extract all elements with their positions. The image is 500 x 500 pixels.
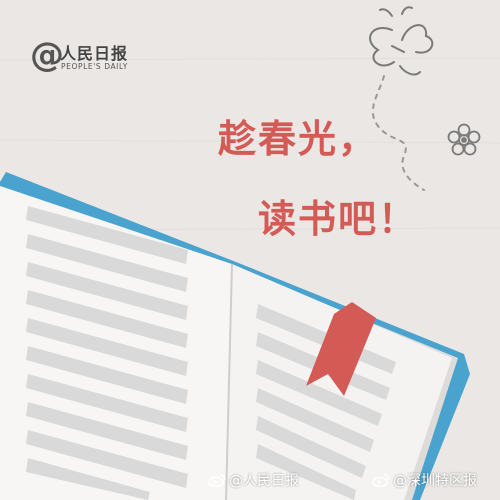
headline-line-2: 读书吧！ bbox=[258, 196, 419, 241]
butterfly-icon bbox=[369, 6, 434, 76]
flower-icon bbox=[447, 123, 481, 156]
logo-name: 人民日报 bbox=[60, 44, 129, 63]
weibo-icon bbox=[208, 474, 226, 487]
headline-line-1: 趁春光， bbox=[218, 116, 379, 161]
at-sign-icon: @ bbox=[30, 35, 64, 75]
bookmark-icon bbox=[306, 302, 376, 396]
watermark-text: @深圳特区报 bbox=[393, 473, 477, 489]
watermark-peoples-daily: @人民日报 bbox=[208, 470, 299, 490]
watermark-text: @人民日报 bbox=[229, 473, 299, 489]
watermark-shenzhen: @深圳特区报 bbox=[372, 470, 477, 490]
logo-subtitle: PEOPLE'S DAILY bbox=[61, 62, 128, 71]
weibo-icon bbox=[372, 474, 390, 487]
left-page-lines bbox=[26, 206, 188, 500]
open-book bbox=[0, 172, 470, 500]
